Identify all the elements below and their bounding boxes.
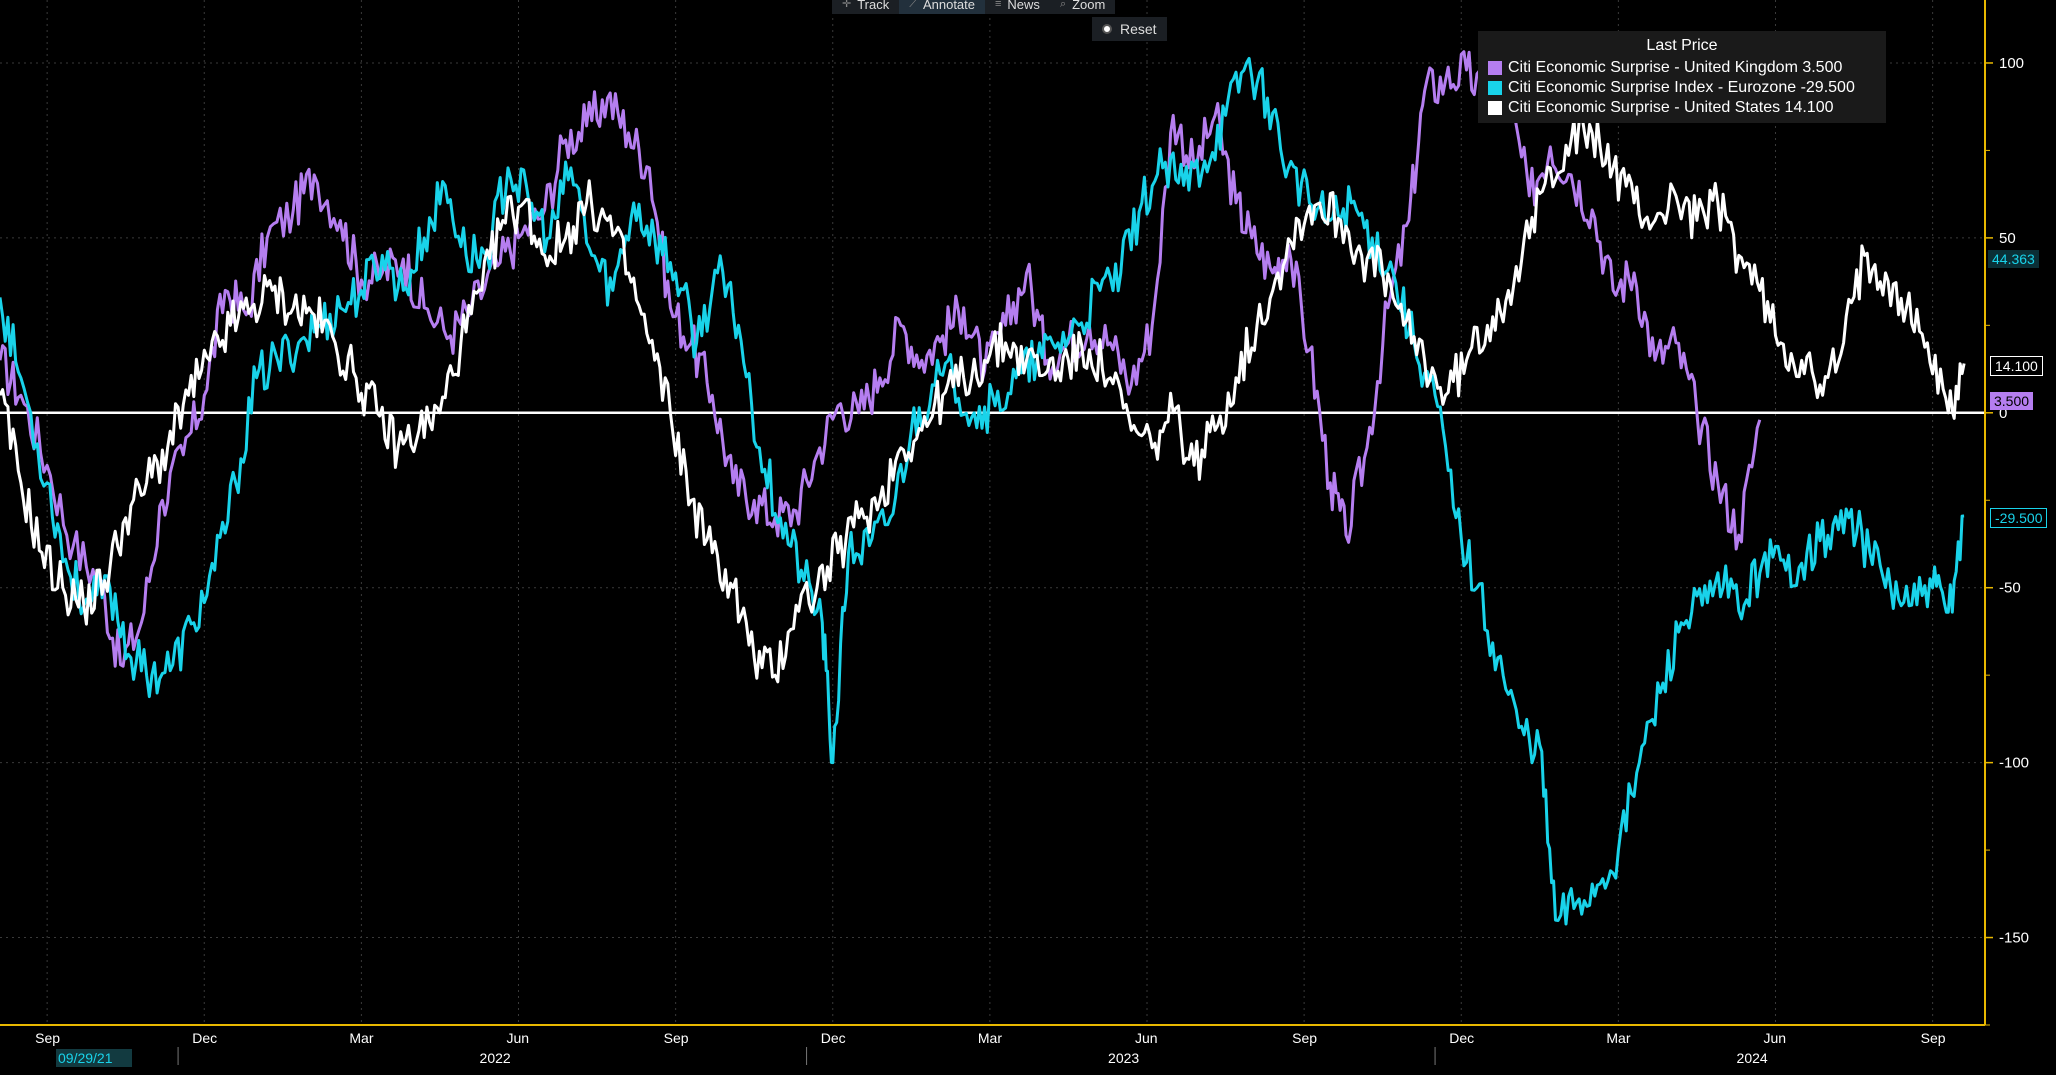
- annotate-label: Annotate: [922, 0, 975, 12]
- x-tick-label: Jun: [507, 1030, 530, 1046]
- series-lines: [0, 50, 1966, 926]
- legend-swatch-eurozone: [1488, 81, 1502, 95]
- x-year-label: 2024: [1737, 1050, 1768, 1066]
- reset-button[interactable]: Reset: [1092, 17, 1167, 41]
- y-tick-label: -150: [1999, 930, 2029, 947]
- x-tick-label: Mar: [1606, 1030, 1630, 1046]
- x-tick-label: Sep: [1921, 1030, 1946, 1046]
- legend-item-us[interactable]: Citi Economic Surprise - United States 1…: [1488, 98, 1876, 118]
- track-button[interactable]: ✛ Track: [832, 0, 900, 14]
- x-tick-label: Jun: [1764, 1030, 1787, 1046]
- legend-swatch-us: [1488, 101, 1502, 115]
- x-tick-label: Sep: [664, 1030, 689, 1046]
- y-tick-label: 0: [1999, 405, 2007, 422]
- x-axis: Sep Dec Mar Jun Sep Dec Mar Jun Sep Dec Mar Jun Sep 2…: [0, 1024, 1985, 1067]
- x-tick-label: Dec: [192, 1030, 217, 1046]
- x-tick-label: Dec: [1449, 1030, 1474, 1046]
- news-button[interactable]: ≡ News: [985, 0, 1050, 14]
- series-line-ez: [0, 56, 1965, 926]
- legend-swatch-uk: [1488, 61, 1502, 75]
- y-tick-label: 100: [1999, 55, 2024, 72]
- x-tick-label: Jun: [1135, 1030, 1158, 1046]
- reset-icon: [1102, 24, 1112, 34]
- zoom-button[interactable]: ⌕ Zoom: [1049, 0, 1116, 14]
- y-tick-label: -100: [1999, 755, 2029, 772]
- legend-title: Last Price: [1646, 37, 1718, 54]
- value-tag-us: 14.100: [1990, 356, 2043, 376]
- series-line-us: [0, 112, 1966, 684]
- x-year-label: 2022: [480, 1050, 511, 1066]
- zoom-label: Zoom: [1072, 0, 1106, 12]
- legend-item-eurozone[interactable]: Citi Economic Surprise Index - Eurozone …: [1488, 78, 1876, 98]
- chart-grid: [0, 0, 1985, 1025]
- chart-legend: Last Price Citi Economic Surprise - Unit…: [1478, 31, 1886, 123]
- magnifier-icon: ⌕: [1059, 0, 1067, 10]
- reset-label: Reset: [1120, 21, 1157, 37]
- legend-label-eurozone: Citi Economic Surprise Index - Eurozone …: [1508, 79, 1855, 96]
- y-tick-label: 50: [1999, 230, 2016, 247]
- track-label: Track: [857, 0, 890, 12]
- chart-toolbar: ✛ Track ⟋ Annotate ≡ News ⌕ Zoom: [832, 0, 1116, 14]
- x-tick-label: Mar: [349, 1030, 373, 1046]
- y-axis: 100 50 0 -50 -100 -150: [1984, 0, 2029, 1026]
- crosshair-icon: ✛: [842, 0, 852, 10]
- value-tag-44: 44.363: [1988, 250, 2039, 268]
- news-icon: ≡: [995, 0, 1002, 10]
- value-tag-uk: 3.500: [1990, 392, 2034, 410]
- x-year-label: 2023: [1108, 1050, 1139, 1066]
- value-tag-eurozone: -29.500: [1990, 508, 2048, 528]
- x-tick-label: Dec: [821, 1030, 846, 1046]
- x-tick-label: Sep: [1292, 1030, 1317, 1046]
- y-tick-label: -50: [1999, 580, 2021, 597]
- legend-label-us: Citi Economic Surprise - United States 1…: [1508, 99, 1834, 116]
- annotate-button[interactable]: ⟋ Annotate: [899, 0, 985, 14]
- x-tick-label: Mar: [978, 1030, 1002, 1046]
- series-line-uk: [0, 50, 1762, 668]
- pencil-icon: ⟋: [909, 0, 917, 10]
- start-date-badge: [56, 1049, 132, 1067]
- legend-label-uk: Citi Economic Surprise - United Kingdom …: [1508, 59, 1843, 76]
- x-tick-label: Sep: [35, 1030, 60, 1046]
- legend-item-uk[interactable]: Citi Economic Surprise - United Kingdom …: [1488, 58, 1876, 78]
- news-label: News: [1007, 0, 1040, 12]
- start-date-label: 09/29/21: [58, 1050, 113, 1066]
